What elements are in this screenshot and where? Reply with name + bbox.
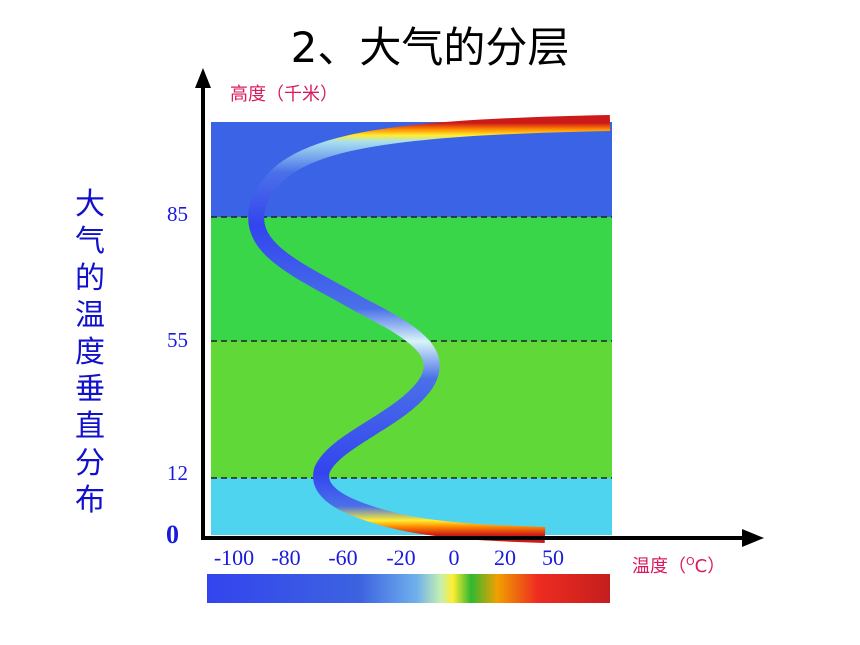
- x-tick-50: 50: [542, 545, 564, 570]
- mesosphere-layer: [211, 217, 612, 341]
- y-axis-label: 高度（千米）: [230, 84, 338, 105]
- x-tick-minus-100: -100: [213, 545, 255, 570]
- y-tick-12: 12: [167, 461, 188, 485]
- x-tick-0: 0: [448, 545, 460, 570]
- y-axis-arrow: [195, 68, 211, 88]
- x-axis-unit-degree: O: [686, 555, 695, 568]
- origin-label: 0: [166, 520, 179, 549]
- page-title: 2、大气的分层: [290, 23, 570, 72]
- y-tick-85: 85: [167, 202, 188, 226]
- x-axis-unit: C）: [694, 556, 726, 577]
- x-axis-label: 温度（OC）: [632, 552, 725, 578]
- temperature-curve: [248, 115, 611, 543]
- vertical-temperature-label: 大气的温度垂直分布: [75, 187, 105, 518]
- x-axis-arrow: [742, 529, 764, 547]
- color-scale-bar: [207, 574, 610, 603]
- x-tick-20: 20: [494, 545, 516, 570]
- x-tick-minus-80: -80: [271, 545, 301, 570]
- x-axis-label-text: 温度（: [632, 556, 686, 577]
- x-tick-minus-20: -20: [386, 545, 416, 570]
- y-tick-55: 55: [167, 328, 188, 352]
- x-tick-minus-60: -60: [328, 545, 358, 570]
